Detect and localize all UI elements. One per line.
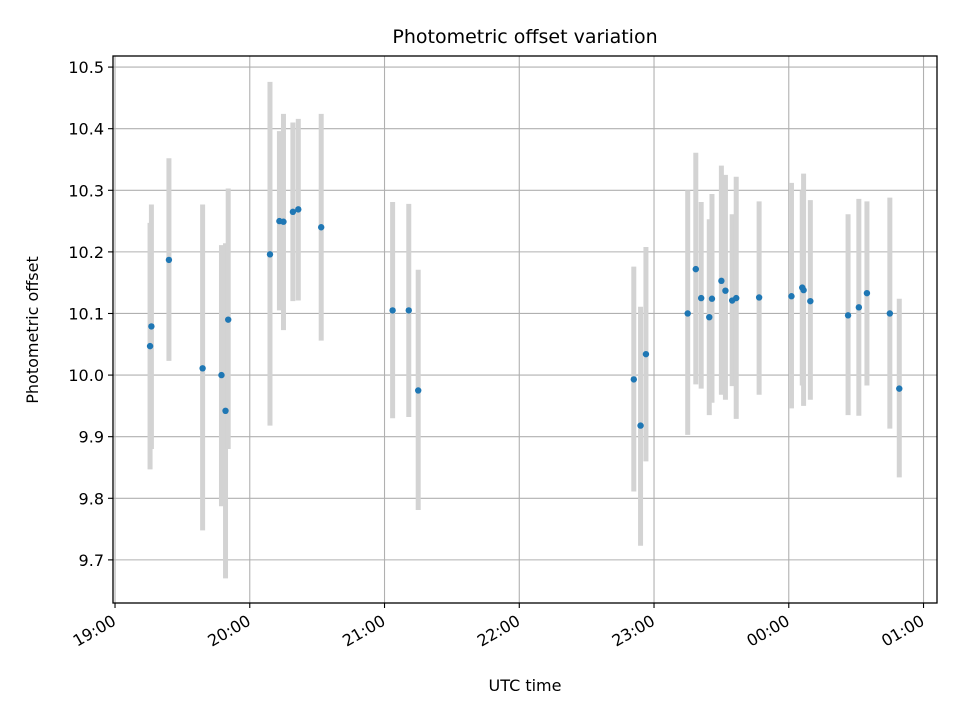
y-tick-label: 10.0 bbox=[68, 366, 104, 385]
data-point bbox=[722, 287, 729, 294]
data-point bbox=[415, 387, 422, 394]
data-point bbox=[697, 294, 705, 302]
data-point bbox=[266, 251, 274, 258]
y-tick-label: 10.4 bbox=[68, 120, 104, 139]
data-point bbox=[692, 265, 699, 273]
plot-area bbox=[113, 56, 937, 603]
plot-frame bbox=[112, 55, 938, 604]
data-point bbox=[886, 310, 894, 317]
data-point bbox=[807, 297, 814, 305]
data-point bbox=[289, 208, 297, 216]
chart-title: Photometric offset variation bbox=[392, 26, 657, 48]
y-axis-title: Photometric offset bbox=[23, 256, 42, 404]
data-point bbox=[684, 310, 691, 317]
data-point bbox=[788, 293, 795, 300]
data-point bbox=[896, 385, 903, 392]
y-tick-label: 9.9 bbox=[79, 428, 104, 447]
data-point bbox=[218, 371, 225, 379]
y-tick-label: 10.2 bbox=[68, 243, 104, 262]
data-point bbox=[706, 313, 713, 321]
grid bbox=[113, 56, 937, 603]
data-point bbox=[637, 422, 644, 429]
data-point bbox=[863, 289, 871, 297]
y-axis-ticks: 9.7 9.8 9.9 10.0 10.1 10.2 10.3 10.4 10.5 bbox=[68, 58, 113, 570]
x-axis-title: UTC time bbox=[489, 676, 562, 695]
data-point bbox=[855, 304, 863, 311]
data-points bbox=[146, 206, 903, 429]
data-point bbox=[317, 224, 325, 231]
y-tick-label: 10.3 bbox=[68, 181, 104, 200]
y-tick-label: 9.7 bbox=[79, 551, 104, 570]
data-point bbox=[755, 294, 763, 301]
data-point bbox=[148, 323, 155, 330]
data-point bbox=[222, 407, 229, 415]
y-tick-label: 10.5 bbox=[68, 58, 104, 77]
data-point bbox=[225, 316, 232, 323]
data-point bbox=[405, 307, 412, 314]
y-tick-label: 10.1 bbox=[68, 304, 104, 323]
data-point bbox=[165, 256, 173, 264]
data-point bbox=[800, 286, 807, 294]
data-point bbox=[295, 206, 302, 213]
y-tick-label: 9.8 bbox=[79, 489, 104, 508]
data-point bbox=[146, 342, 154, 350]
data-point bbox=[718, 277, 725, 285]
data-point bbox=[708, 295, 716, 302]
data-point bbox=[280, 218, 287, 225]
data-point bbox=[733, 294, 740, 302]
data-point bbox=[389, 307, 396, 314]
data-point bbox=[630, 376, 638, 383]
data-point bbox=[642, 350, 650, 358]
data-point bbox=[844, 312, 852, 319]
data-point bbox=[199, 365, 206, 372]
